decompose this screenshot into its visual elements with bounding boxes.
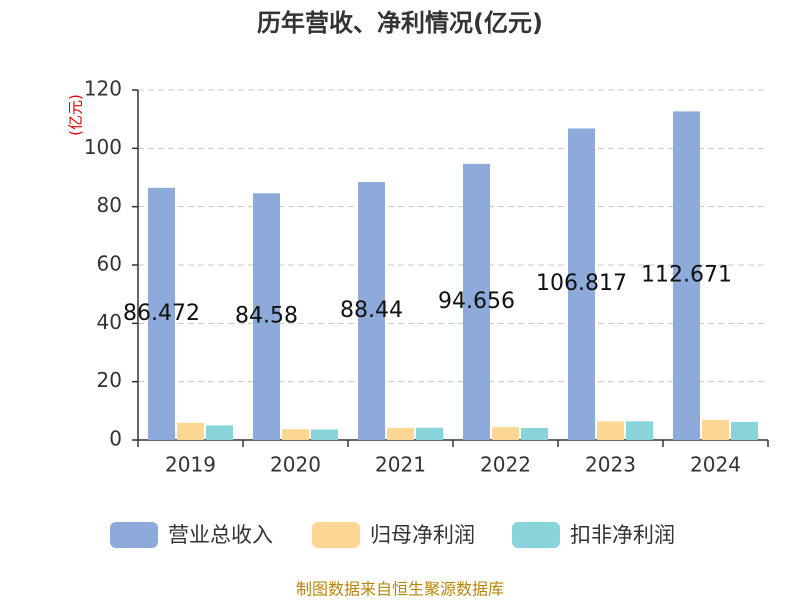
y-tick-label: 20 <box>97 368 122 392</box>
bar <box>206 425 233 440</box>
bar <box>597 421 624 440</box>
bar <box>492 427 519 440</box>
chart-title: 历年营收、净利情况(亿元) <box>257 9 543 37</box>
bar <box>568 128 595 440</box>
bar <box>177 422 204 440</box>
x-tick-label: 2023 <box>585 453 636 477</box>
legend-label: 归母净利润 <box>370 523 475 547</box>
bar <box>358 182 385 441</box>
x-tick-label: 2022 <box>480 453 531 477</box>
bar <box>311 429 338 440</box>
y-tick-label: 0 <box>109 427 122 451</box>
y-tick-label: 100 <box>84 135 122 159</box>
data-label: 86.472 <box>123 301 200 326</box>
data-label: 84.58 <box>235 304 298 329</box>
bar <box>521 428 548 440</box>
y-tick-label: 80 <box>97 193 122 217</box>
legend-swatch <box>512 522 560 548</box>
legend-label: 营业总收入 <box>168 523 273 547</box>
bar <box>253 193 280 440</box>
x-tick-label: 2024 <box>690 453 741 477</box>
data-label: 112.671 <box>641 263 732 288</box>
data-label: 94.656 <box>438 289 515 314</box>
bar <box>626 421 653 440</box>
y-tick-label: 120 <box>84 77 122 101</box>
bar <box>282 429 309 440</box>
y-axis-label: (亿元) <box>67 94 85 136</box>
legend-label: 扣非净利润 <box>570 523 675 547</box>
bar <box>387 427 414 440</box>
data-label: 106.817 <box>536 271 627 296</box>
bar <box>702 419 729 440</box>
legend-swatch <box>110 522 158 548</box>
bar <box>416 427 443 440</box>
bar <box>148 187 175 440</box>
x-tick-label: 2021 <box>375 453 426 477</box>
bar <box>731 421 758 440</box>
data-label: 88.44 <box>340 298 403 323</box>
source-note: 制图数据来自恒生聚源数据库 <box>296 580 504 599</box>
y-tick-label: 40 <box>97 310 122 334</box>
y-tick-label: 60 <box>97 252 122 276</box>
legend-swatch <box>312 522 360 548</box>
x-tick-label: 2020 <box>270 453 321 477</box>
bar <box>673 111 700 440</box>
bar <box>463 163 490 441</box>
x-tick-label: 2019 <box>165 453 216 477</box>
